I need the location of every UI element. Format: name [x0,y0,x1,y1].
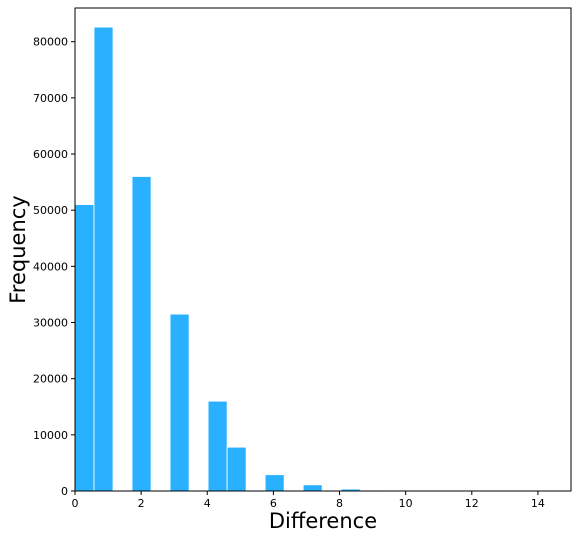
y-tick-label: 10000 [33,429,68,442]
x-tick-label: 0 [72,497,79,510]
histogram-bar-6 [264,474,285,492]
histogram-bar-3 [169,313,190,492]
y-tick-label: 30000 [33,317,68,330]
y-tick-label: 70000 [33,92,68,105]
y-tick-label: 40000 [33,260,68,273]
x-tick-label: 14 [531,497,545,510]
x-tick-label: 10 [399,497,413,510]
histogram-bar-4 [207,400,228,492]
y-axis-ticks: 0 10000 20000 30000 40000 50000 60000 70000 8000… [33,36,75,498]
y-tick-label: 20000 [33,373,68,386]
y-tick-label: 50000 [33,204,68,217]
plot-frame [74,7,572,492]
histogram-bar-5 [226,446,247,492]
y-axis-label: Frequency [6,195,30,304]
x-tick-label: 6 [270,497,277,510]
x-tick-label: 12 [465,497,479,510]
histogram-bar-7 [302,484,323,492]
x-axis-label: Difference [269,509,377,533]
x-tick-label: 2 [138,497,145,510]
y-tick-label: 80000 [33,36,68,49]
bars-group [74,26,551,492]
histogram-bar-2 [131,176,152,492]
histogram-bar-0 [74,204,95,492]
y-tick-label: 60000 [33,148,68,161]
histogram-bar-1 [93,26,114,492]
x-tick-label: 4 [204,497,211,510]
x-axis-ticks: 0 2 4 6 8 10 12 14 [72,491,545,510]
x-tick-label: 8 [336,497,343,510]
y-tick-label: 0 [61,485,68,498]
